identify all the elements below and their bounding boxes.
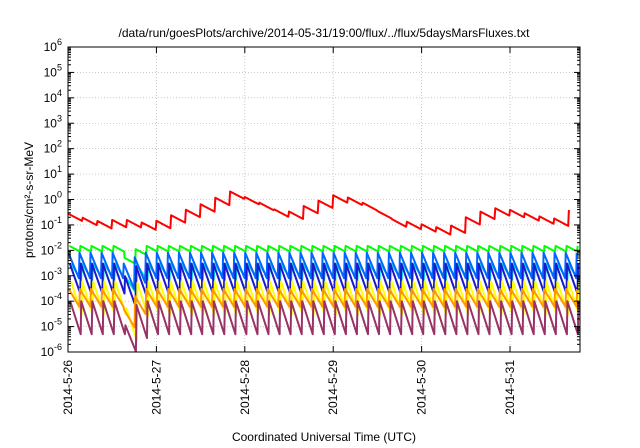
y-tick-label: 10-3 (41, 266, 62, 283)
y-tick-labels: 10-6 10-5 10-4 10-3 10-2 10-1 100 101 102 103 104 1… (41, 37, 62, 359)
x-tick-label: 2014-5-27 (149, 360, 163, 415)
series-layer (67, 190, 581, 353)
y-tick-label: 10-2 (41, 240, 62, 257)
series-line-4 (67, 251, 578, 290)
series-line-7 (67, 288, 579, 329)
x-tick-label: 2014-5-30 (415, 360, 429, 415)
series-line-1 (67, 190, 570, 236)
y-tick-label: 10-5 (41, 317, 62, 334)
y-tick-label: 10-6 (41, 342, 62, 359)
y-tick-label: 100 (44, 190, 62, 207)
y-tick-label: 106 (44, 37, 62, 54)
series-line-2 (68, 244, 579, 265)
series-line-8 (69, 300, 580, 353)
y-tick-label: 10-1 (41, 215, 62, 232)
y-tick-label: 104 (44, 88, 62, 105)
axis-ticks (67, 46, 580, 353)
x-tick-labels: 2014-5-26 2014-5-27 2014-5-28 2014-5-29 2014… (61, 360, 517, 415)
x-tick-label: 2014-5-31 (503, 360, 517, 415)
y-tick-label: 103 (44, 113, 62, 130)
y-axis-title: protons/cm²-s-sr-MeV (22, 142, 36, 258)
chart-title: /data/run/goesPlots/archive/2014-05-31/1… (119, 26, 531, 40)
x-tick-label: 2014-5-29 (326, 360, 340, 415)
y-tick-label: 10-4 (41, 291, 62, 308)
series-line-5 (68, 262, 580, 308)
y-tick-label: 101 (44, 164, 62, 181)
y-tick-label: 105 (44, 62, 62, 79)
x-tick-label: 2014-5-26 (61, 360, 75, 415)
y-tick-label: 102 (44, 139, 62, 156)
x-tick-label: 2014-5-28 (238, 360, 252, 415)
x-axis-title: Coordinated Universal Time (UTC) (232, 430, 416, 444)
